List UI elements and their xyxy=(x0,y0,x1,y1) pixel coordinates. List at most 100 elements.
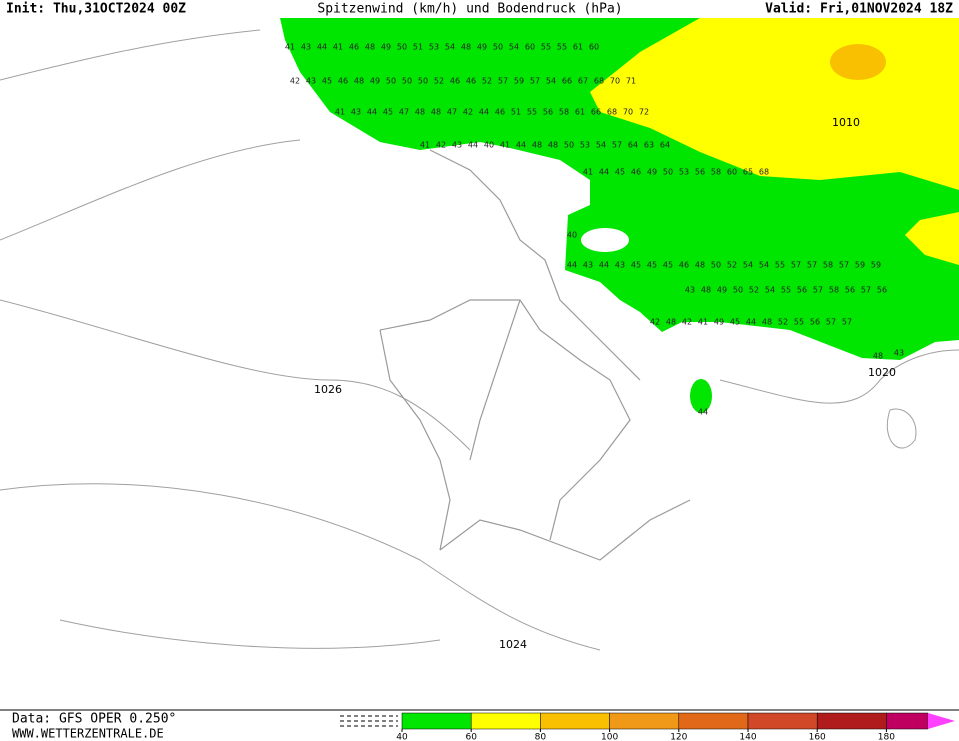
wind-value: 44 xyxy=(468,141,478,150)
wind-value: 50 xyxy=(733,286,743,295)
wind-value: 45 xyxy=(383,108,393,117)
isobar-label: 1024 xyxy=(499,638,527,651)
legend-tick-label: 180 xyxy=(878,733,895,741)
wind-value: 42 xyxy=(436,141,446,150)
wind-value: 57 xyxy=(813,286,823,295)
wind-value: 41 xyxy=(333,43,343,52)
wind-value: 60 xyxy=(727,168,737,177)
wind-value: 44 xyxy=(367,108,377,117)
wind-value: 54 xyxy=(509,43,519,52)
wind-value: 48 xyxy=(431,108,441,117)
isobar-label: 1020 xyxy=(868,366,896,379)
legend-swatch xyxy=(470,712,541,730)
wind-fields xyxy=(280,18,959,413)
wind-value: 41 xyxy=(698,318,708,327)
wind-value: 64 xyxy=(660,141,670,150)
wind-value: 72 xyxy=(639,108,649,117)
legend-swatch xyxy=(886,712,929,730)
wind-value: 43 xyxy=(615,261,625,270)
wind-value: 48 xyxy=(354,77,364,86)
header-band xyxy=(0,0,959,18)
wind-value: 43 xyxy=(452,141,462,150)
wind-value: 45 xyxy=(631,261,641,270)
wind-value: 59 xyxy=(514,77,524,86)
wind-value: 58 xyxy=(559,108,569,117)
wind-value: 57 xyxy=(839,261,849,270)
wind-value: 50 xyxy=(711,261,721,270)
isobar-label: 1026 xyxy=(314,383,342,396)
wind-value: 49 xyxy=(714,318,724,327)
wind-value: 46 xyxy=(349,43,359,52)
wind-value: 54 xyxy=(596,141,606,150)
isobar-label: 1010 xyxy=(832,116,860,129)
wind-value: 45 xyxy=(322,77,332,86)
legend-swatch xyxy=(609,712,680,730)
legend-tick-label: 40 xyxy=(396,733,408,741)
wind-value: 48 xyxy=(415,108,425,117)
wind-value: 46 xyxy=(631,168,641,177)
wind-value: 48 xyxy=(695,261,705,270)
wind-value: 41 xyxy=(335,108,345,117)
wind-value: 53 xyxy=(679,168,689,177)
wind-value: 52 xyxy=(778,318,788,327)
wind-value: 46 xyxy=(466,77,476,86)
calm-hole xyxy=(581,228,629,252)
wind-value: 57 xyxy=(861,286,871,295)
wind-value: 47 xyxy=(399,108,409,117)
wind-value: 50 xyxy=(397,43,407,52)
isobar-labels: 1026 1024 1020 1010 xyxy=(314,116,896,651)
wind-value: 49 xyxy=(717,286,727,295)
legend-tick-label: 60 xyxy=(465,733,477,741)
wind-value: 60 xyxy=(525,43,535,52)
wind-value: 51 xyxy=(413,43,423,52)
wind-value: 50 xyxy=(493,43,503,52)
wind-value: 41 xyxy=(500,141,510,150)
wind-value: 46 xyxy=(495,108,505,117)
wind-value: 44 xyxy=(567,261,577,270)
wind-value: 57 xyxy=(807,261,817,270)
legend-tick-label: 160 xyxy=(809,733,826,741)
wind-value: 44 xyxy=(698,408,708,417)
legend-swatch xyxy=(540,712,610,730)
legend-swatch xyxy=(401,712,472,730)
wind-value: 67 xyxy=(578,77,588,86)
wind-value: 65 xyxy=(743,168,753,177)
wind-value: 43 xyxy=(306,77,316,86)
wind-value: 48 xyxy=(532,141,542,150)
wind-value: 45 xyxy=(730,318,740,327)
wind-value: 47 xyxy=(447,108,457,117)
wind-value: 56 xyxy=(810,318,820,327)
wind-value: 49 xyxy=(647,168,657,177)
wind-value: 58 xyxy=(829,286,839,295)
wind-value: 46 xyxy=(679,261,689,270)
wind-value: 45 xyxy=(663,261,673,270)
wind-value: 52 xyxy=(434,77,444,86)
wind-value: 55 xyxy=(527,108,537,117)
wind-value: 44 xyxy=(516,141,526,150)
wind-value: 49 xyxy=(370,77,380,86)
wind-value: 42 xyxy=(682,318,692,327)
wind-value: 57 xyxy=(612,141,622,150)
wind-value: 43 xyxy=(583,261,593,270)
wind-value: 53 xyxy=(429,43,439,52)
wind-area-40 xyxy=(690,379,712,413)
wind-value: 58 xyxy=(823,261,833,270)
wind-value: 48 xyxy=(548,141,558,150)
wind-value: 40 xyxy=(484,141,494,150)
legend-tick-label: 140 xyxy=(739,733,756,741)
wind-value: 48 xyxy=(365,43,375,52)
wind-value: 41 xyxy=(285,43,295,52)
wind-value: 57 xyxy=(826,318,836,327)
wind-value: 57 xyxy=(842,318,852,327)
wind-value: 54 xyxy=(765,286,775,295)
wind-value: 44 xyxy=(599,261,609,270)
wind-value: 44 xyxy=(746,318,756,327)
wind-value: 56 xyxy=(797,286,807,295)
wind-value: 46 xyxy=(338,77,348,86)
wind-value: 43 xyxy=(894,349,904,358)
wind-value: 48 xyxy=(666,318,676,327)
wind-value: 64 xyxy=(628,141,638,150)
legend-lowend xyxy=(340,715,398,727)
wind-value: 46 xyxy=(450,77,460,86)
legend-swatch xyxy=(747,712,818,730)
